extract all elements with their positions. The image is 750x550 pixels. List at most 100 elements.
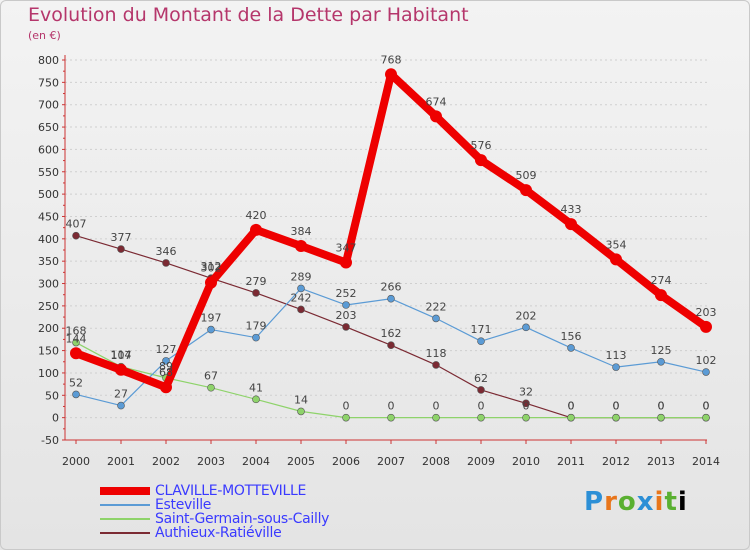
y-tick-label: 200 xyxy=(38,322,59,335)
data-point xyxy=(522,323,530,332)
logo-letter: t xyxy=(664,487,678,517)
data-point xyxy=(72,338,80,347)
x-tick-label: 2005 xyxy=(287,455,315,468)
x-tick-label: 2000 xyxy=(62,455,90,468)
data-label: 312 xyxy=(201,260,222,273)
data-point xyxy=(430,110,442,123)
data-point xyxy=(252,333,260,342)
legend-item-saint-germain[interactable]: Saint-Germain-sous-Cailly xyxy=(100,511,420,527)
data-point xyxy=(297,284,305,293)
legend-swatch-authieux xyxy=(100,532,150,534)
y-tick-label: 600 xyxy=(38,143,59,156)
data-label: 125 xyxy=(651,344,672,357)
data-point xyxy=(117,401,125,410)
logo-letter: x xyxy=(636,487,655,517)
data-label: 0 xyxy=(568,400,575,413)
data-point xyxy=(205,276,217,289)
data-label: 0 xyxy=(658,400,665,413)
data-label: 197 xyxy=(201,312,222,325)
data-point xyxy=(297,305,305,314)
y-tick-label: 700 xyxy=(38,99,59,112)
logo-letter: P xyxy=(584,487,605,517)
data-point xyxy=(72,231,80,240)
data-point xyxy=(387,294,395,303)
legend-swatch-claville xyxy=(100,487,150,495)
data-point xyxy=(432,361,440,369)
logo-letter: o xyxy=(617,487,637,517)
data-labels: 407 377 346 312 279 242 203 162 118 62 32 0 0 0 0 168 11… xyxy=(66,53,717,412)
data-label: 768 xyxy=(381,53,402,66)
data-point xyxy=(700,320,712,333)
data-label: 203 xyxy=(336,309,357,322)
data-label: 179 xyxy=(246,320,267,333)
y-tick-label: 400 xyxy=(38,233,59,246)
data-label: 509 xyxy=(516,169,537,182)
data-point xyxy=(117,245,125,253)
data-label: 107 xyxy=(111,349,132,362)
data-label: 0 xyxy=(658,400,665,413)
proxiti-logo: Proxiti xyxy=(584,487,688,517)
data-point xyxy=(115,363,127,376)
series-line-0 xyxy=(72,70,710,392)
x-tick-label: 2010 xyxy=(512,455,540,468)
legend-label-esteville: Esteville xyxy=(155,497,212,513)
data-label: 144 xyxy=(66,332,87,345)
data-label: 222 xyxy=(426,300,447,313)
data-point xyxy=(432,413,440,422)
legend-item-authieux[interactable]: Authieux-Ratiéville xyxy=(100,525,420,541)
data-label: 420 xyxy=(246,209,267,222)
data-point xyxy=(387,341,395,350)
data-label: 274 xyxy=(651,274,672,287)
y-tick-labels: -50 0 50 100 150 200 250 300 350 400 450 500 550 600 6… xyxy=(38,54,59,447)
data-point xyxy=(160,381,172,394)
data-point xyxy=(250,223,262,236)
legend-label-authieux: Authieux-Ratiéville xyxy=(155,525,282,541)
data-label: 68 xyxy=(159,366,173,379)
data-label: 114 xyxy=(111,349,132,362)
chart-subtitle: (en €) xyxy=(28,29,61,42)
data-label: 41 xyxy=(249,381,263,394)
data-label: 346 xyxy=(156,245,177,258)
data-point xyxy=(297,407,305,416)
data-label: 0 xyxy=(568,400,575,413)
data-label: 127 xyxy=(156,343,177,356)
data-label: 202 xyxy=(516,309,537,322)
data-point xyxy=(520,184,532,197)
legend-label-saint-germain: Saint-Germain-sous-Cailly xyxy=(155,511,330,527)
legend-item-esteville[interactable]: Esteville xyxy=(100,497,420,513)
y-tick-label: 150 xyxy=(38,345,59,358)
data-point xyxy=(522,399,530,408)
data-label: 347 xyxy=(336,242,357,255)
x-tick-label: 2003 xyxy=(197,455,225,468)
x-tick-label: 2011 xyxy=(557,455,585,468)
y-tick-label: 500 xyxy=(38,188,59,201)
logo-letter: i xyxy=(654,487,665,517)
data-label: 433 xyxy=(561,203,582,216)
legend-item-claville[interactable]: CLAVILLE-MOTTEVILLE xyxy=(100,483,420,499)
data-point xyxy=(567,413,575,422)
data-point xyxy=(252,395,260,404)
data-point xyxy=(477,386,485,394)
y-tick-label: 50 xyxy=(45,389,59,402)
data-point xyxy=(162,259,170,267)
data-label: 156 xyxy=(561,330,582,343)
data-label: 252 xyxy=(336,287,357,300)
data-label: 407 xyxy=(66,218,87,231)
data-point xyxy=(655,289,667,302)
data-label: 289 xyxy=(291,270,312,283)
x-tick-label: 2008 xyxy=(422,455,450,468)
data-point xyxy=(162,357,170,365)
data-point xyxy=(477,337,485,346)
data-point xyxy=(207,325,215,334)
y-tick-label: 550 xyxy=(38,166,59,179)
data-point xyxy=(612,363,620,371)
chart-title: Evolution du Montant de la Dette par Hab… xyxy=(28,4,469,26)
data-label: 0 xyxy=(613,400,620,413)
data-label: 113 xyxy=(606,349,627,362)
data-point xyxy=(252,289,260,297)
y-tick-label: 450 xyxy=(38,210,59,223)
y-tick-label: 750 xyxy=(38,76,59,89)
data-point xyxy=(342,301,350,309)
data-label: 67 xyxy=(204,370,218,383)
y-tick-label: 0 xyxy=(52,412,59,425)
